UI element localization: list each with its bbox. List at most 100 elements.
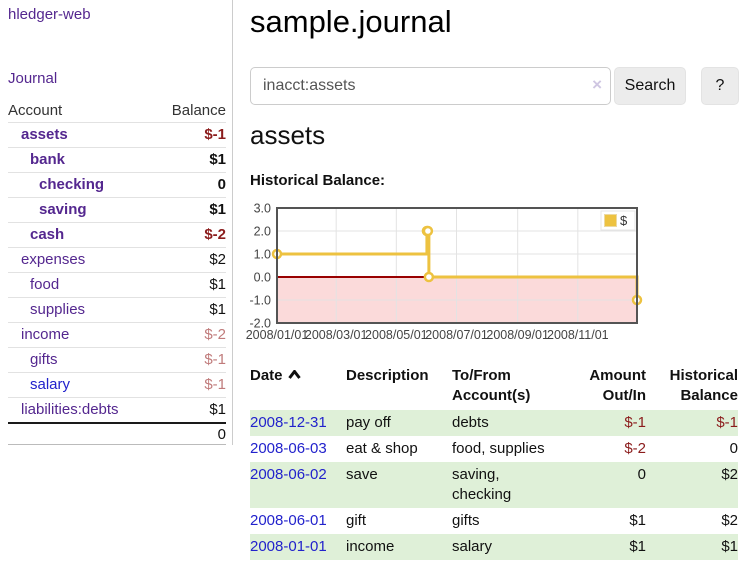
sidebar-account-row: gifts $-1 xyxy=(8,347,226,372)
help-button[interactable]: ? xyxy=(701,67,739,105)
transaction-description: income xyxy=(346,534,452,560)
total-balance: 0 xyxy=(217,426,226,443)
account-balance: $-2 xyxy=(204,226,226,243)
transaction-description: eat & shop xyxy=(346,440,418,457)
account-balance: $1 xyxy=(209,401,226,418)
sidebar-account-row: liabilities:debts $1 xyxy=(8,397,226,422)
account-balance: $1 xyxy=(209,151,226,168)
sort-ascending-icon xyxy=(287,370,301,379)
transaction-balance: $2 xyxy=(721,512,738,529)
sidebar-account-link-cash[interactable]: cash xyxy=(30,226,65,243)
search-button[interactable]: Search xyxy=(614,67,686,105)
transaction-accounts: saving, checking xyxy=(452,462,580,508)
transaction-amount: 0 xyxy=(580,462,646,508)
search-bar: × Search ? xyxy=(250,67,739,105)
balance-column-header: Historical Balance xyxy=(669,367,738,404)
transaction-balance: $2 xyxy=(646,462,738,508)
page-title: sample.journal xyxy=(250,4,452,39)
transaction-date-link[interactable]: 2008-06-01 xyxy=(250,512,327,529)
account-balance: $-1 xyxy=(204,351,226,368)
sidebar: hledger-web Journal Account Balance asse… xyxy=(0,0,233,445)
register-row: 2008-06-02 save saving, checking 0 $2 xyxy=(250,462,738,508)
sidebar-account-row: food $1 xyxy=(8,272,226,297)
account-total-row: 0 xyxy=(8,422,226,445)
account-rows: assets $-1 bank $1 checking 0 saving $1 cash $-2 e… xyxy=(8,122,226,422)
transaction-amount: $-1 xyxy=(580,410,646,436)
y-axis-tick-label: -1.0 xyxy=(249,294,271,308)
sidebar-account-row: supplies $1 xyxy=(8,297,226,322)
account-column-header[interactable]: Account xyxy=(8,102,63,119)
sidebar-account-link-gifts[interactable]: gifts xyxy=(30,351,58,368)
account-balance: 0 xyxy=(217,176,226,193)
sidebar-account-link-assets[interactable]: assets xyxy=(21,126,68,143)
sidebar-account-row: bank $1 xyxy=(8,147,226,172)
sidebar-account-row: checking 0 xyxy=(8,172,226,197)
sidebar-account-link-supplies[interactable]: supplies xyxy=(30,301,86,318)
account-balance: $-1 xyxy=(204,126,226,143)
chart-heading: Historical Balance: xyxy=(250,172,386,189)
sidebar-account-link-checking[interactable]: checking xyxy=(39,176,105,193)
sidebar-account-link-saving[interactable]: saving xyxy=(39,201,87,218)
transaction-date-cell: 2008-12-31 xyxy=(250,410,346,436)
y-axis-tick-label: -2.0 xyxy=(249,317,271,331)
account-balance-table: Account Balance assets $-1 bank $1 checking 0… xyxy=(8,100,226,445)
description-column-header: Description xyxy=(346,367,429,384)
clear-search-icon[interactable]: × xyxy=(592,75,602,94)
account-balance: $1 xyxy=(209,276,226,293)
transaction-description: gift xyxy=(346,512,367,529)
transaction-date-cell: 2008-06-01 xyxy=(250,508,346,534)
transaction-accounts: debts xyxy=(452,410,580,436)
date-column-header[interactable]: Date xyxy=(250,364,346,410)
transaction-date-link[interactable]: 2008-12-31 xyxy=(250,414,327,431)
sidebar-account-link-income[interactable]: income xyxy=(21,326,70,343)
search-input-wrap: × xyxy=(250,67,611,105)
transaction-accounts: gifts xyxy=(452,512,480,529)
x-axis-tick-label: 2008/01/01 xyxy=(246,328,309,342)
sidebar-account-row: cash $-2 xyxy=(8,222,226,247)
transaction-date-link[interactable]: 2008-01-01 xyxy=(250,538,327,555)
legend-label: $ xyxy=(620,213,628,228)
sidebar-account-link-bank[interactable]: bank xyxy=(30,151,66,168)
sidebar-account-link-liabilities-debts[interactable]: liabilities:debts xyxy=(21,401,119,418)
sidebar-account-row: expenses $2 xyxy=(8,247,226,272)
main-content: sample.journal × Search ? assets Histori… xyxy=(246,0,742,582)
y-axis-tick-label: 1.0 xyxy=(254,248,271,262)
transaction-date-cell: 2008-01-01 xyxy=(250,534,346,560)
transaction-amount: $1 xyxy=(580,534,646,560)
register-row: 2008-06-03 eat & shop food, supplies $-2 0 xyxy=(250,436,738,462)
account-balance: $-2 xyxy=(204,326,226,343)
sidebar-account-row: saving $1 xyxy=(8,197,226,222)
register-table: Date Description To/From Account(s) Amou… xyxy=(250,364,738,560)
historical-balance-chart: $3.0 2.0 1.0 0.0 -1.0 -2.0 2008/01/01 2008/03/0… xyxy=(240,200,644,348)
sidebar-account-link-expenses[interactable]: expenses xyxy=(21,251,86,268)
transaction-date-link[interactable]: 2008-06-02 xyxy=(250,466,327,483)
x-axis-tick-label: 2008/05/01 xyxy=(365,328,428,342)
sidebar-account-link-food[interactable]: food xyxy=(30,276,60,293)
amount-column-header: Amount Out/In xyxy=(589,367,646,404)
x-axis-tick-label: 2008/03/01 xyxy=(305,328,368,342)
sidebar-item-journal[interactable]: Journal xyxy=(8,70,58,87)
transaction-date-link[interactable]: 2008-06-03 xyxy=(250,440,327,457)
transaction-date-cell: 2008-06-02 xyxy=(250,462,346,508)
sidebar-account-link-salary[interactable]: salary xyxy=(30,376,71,393)
transaction-description: pay off xyxy=(346,410,452,436)
x-axis-tick-label: 2008/09/01 xyxy=(486,328,549,342)
chart-svg: $3.0 2.0 1.0 0.0 -1.0 -2.02008/01/012008/03/0… xyxy=(246,202,643,342)
account-balance: $2 xyxy=(209,251,226,268)
y-axis-tick-label: 0.0 xyxy=(254,271,271,285)
app-brand-link[interactable]: hledger-web xyxy=(8,6,91,23)
transaction-balance: 0 xyxy=(729,440,738,457)
account-balance: $1 xyxy=(209,201,226,218)
sidebar-account-row: salary $-1 xyxy=(8,372,226,397)
x-axis-tick-label: 2008/07/01 xyxy=(425,328,488,342)
transaction-description: save xyxy=(346,462,452,508)
transaction-date-cell: 2008-06-03 xyxy=(250,436,346,462)
legend-swatch xyxy=(604,214,617,227)
transaction-accounts: food, supplies xyxy=(452,440,545,457)
transaction-accounts: salary xyxy=(452,534,580,560)
y-axis-tick-label: 3.0 xyxy=(254,202,271,216)
register-row: 2008-06-01 gift gifts $1 $2 xyxy=(250,508,738,534)
search-input[interactable] xyxy=(250,67,611,105)
account-table-header: Account Balance xyxy=(8,100,226,122)
x-axis-tick-label: 2008/11/01 xyxy=(547,328,609,342)
